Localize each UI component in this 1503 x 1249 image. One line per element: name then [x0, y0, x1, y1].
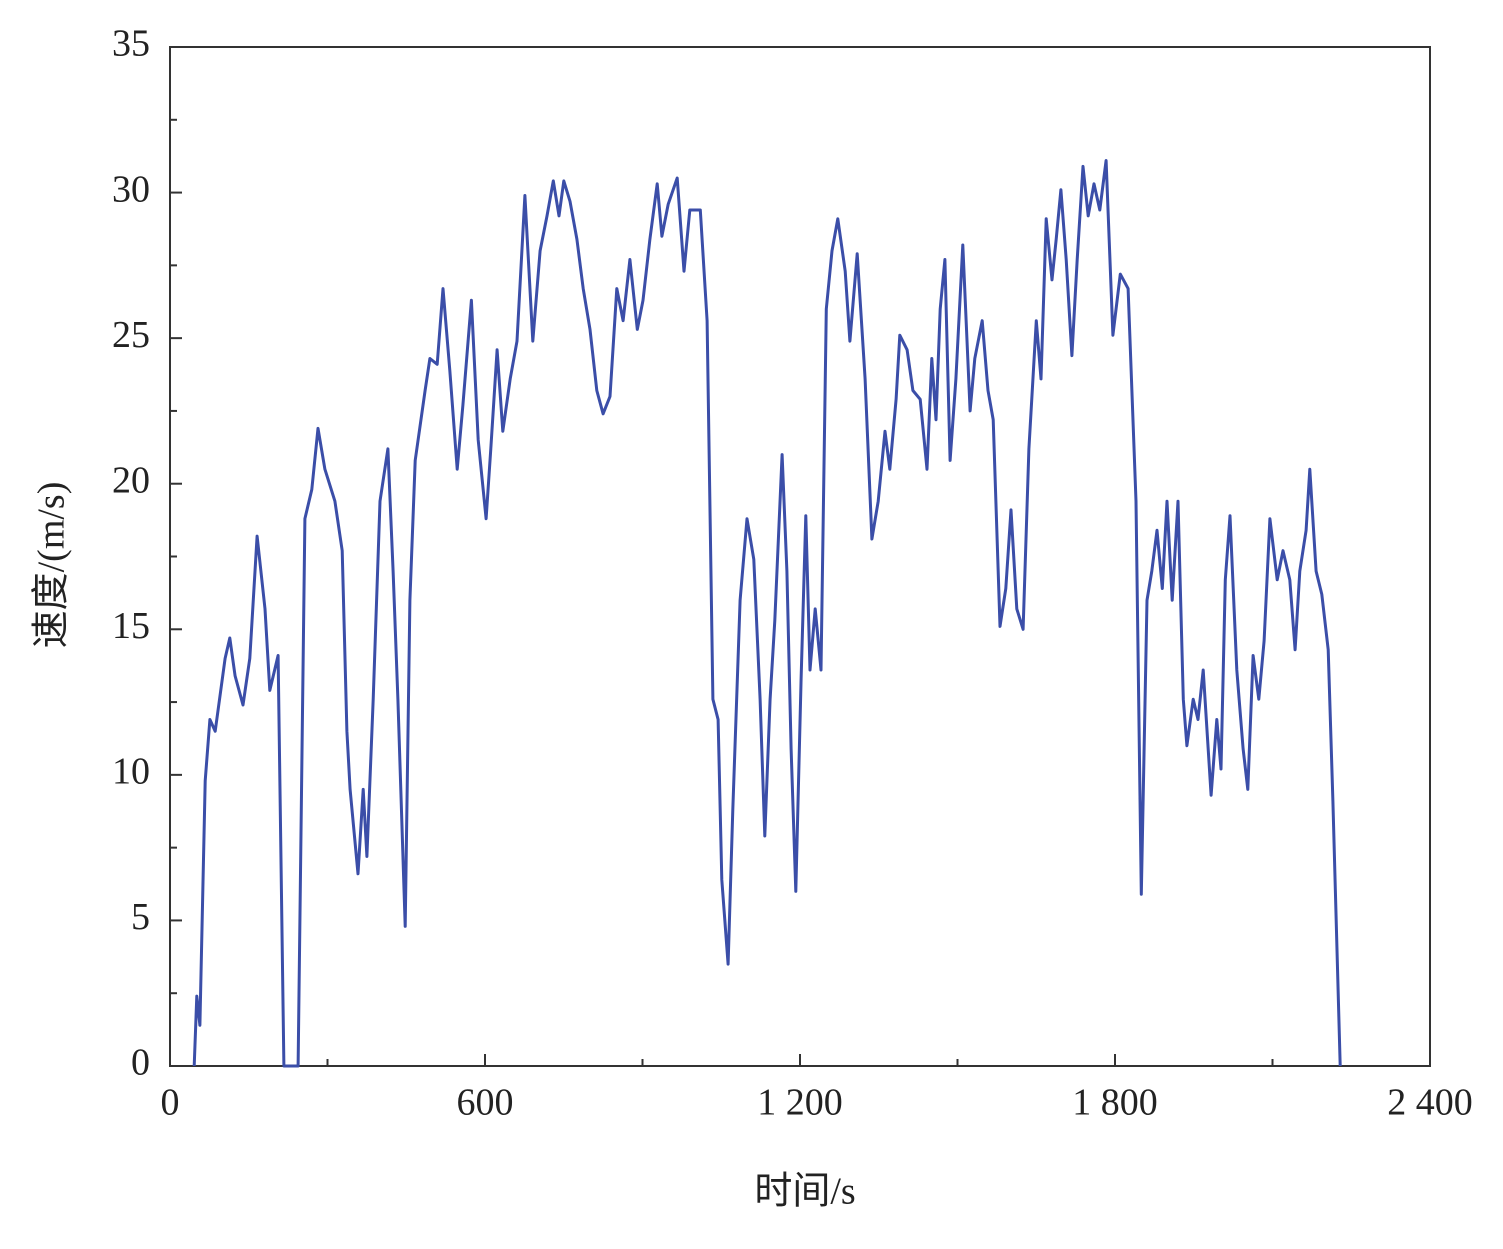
x-tick-label: 600 [457, 1082, 514, 1124]
y-axis-label: 速度/(m/s) [31, 482, 73, 649]
x-tick-label: 1 200 [757, 1082, 843, 1124]
x-axis-label: 时间/s [754, 1171, 855, 1213]
y-tick-label: 35 [112, 23, 150, 65]
y-tick-label: 0 [131, 1042, 150, 1084]
y-tick-label: 20 [112, 459, 150, 501]
y-tick-label: 30 [112, 168, 150, 210]
plot-frame [169, 46, 1431, 1067]
y-tick-label: 15 [112, 605, 150, 647]
x-tick-label: 1 800 [1072, 1082, 1158, 1124]
speed-line [192, 159, 1342, 1068]
y-tick-label: 25 [112, 314, 150, 356]
x-tick-label: 0 [161, 1082, 180, 1124]
x-tick-label: 2 400 [1387, 1082, 1473, 1124]
y-tick-label: 10 [112, 751, 150, 793]
y-tick-label: 5 [131, 896, 150, 938]
